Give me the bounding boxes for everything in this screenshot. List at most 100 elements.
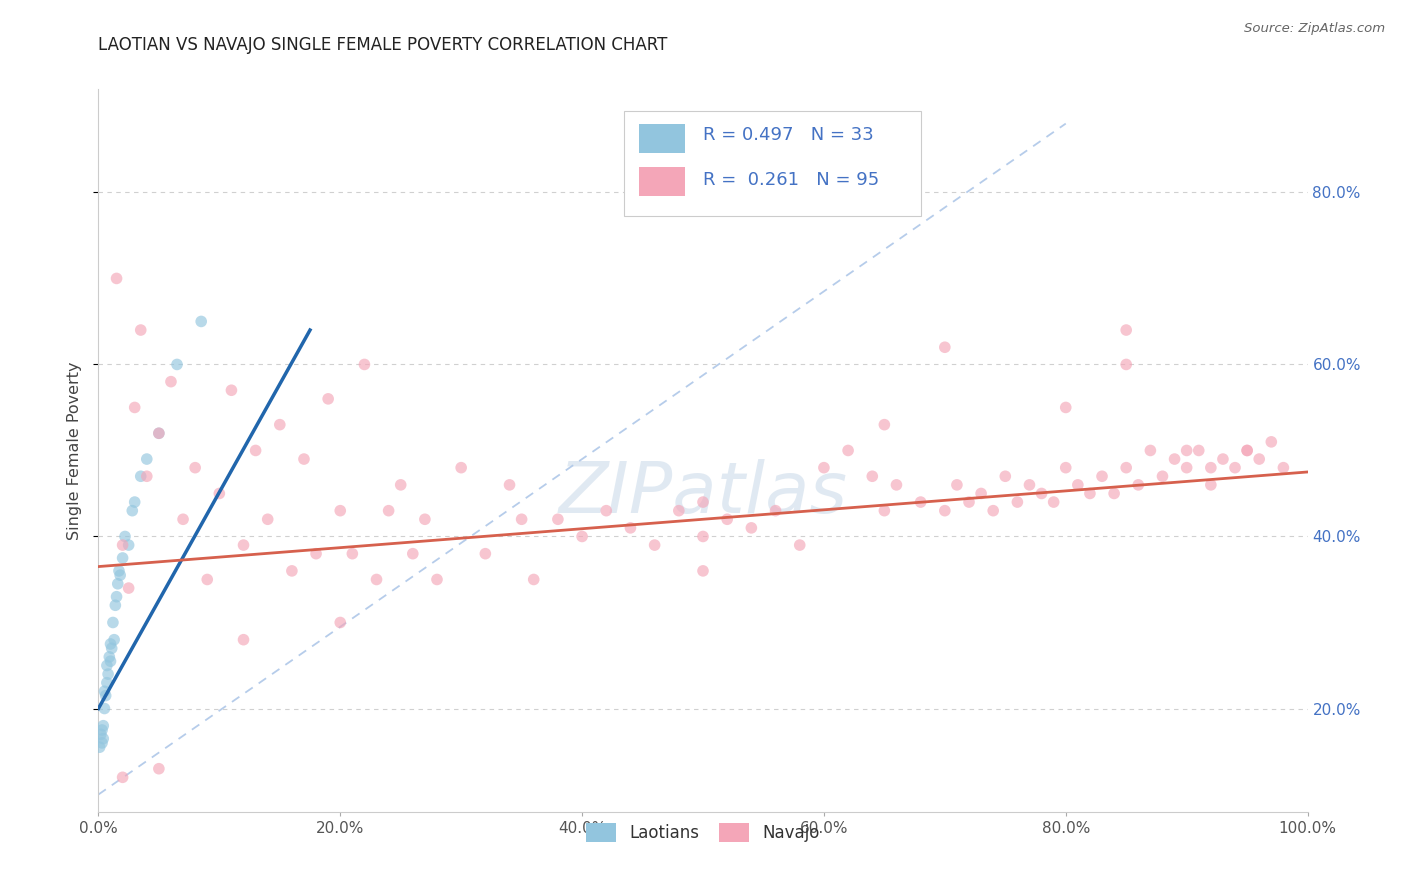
Point bbox=[89, 740, 111, 755]
Point bbox=[873, 417, 896, 432]
Point bbox=[96, 658, 118, 673]
Point bbox=[256, 512, 278, 526]
Point bbox=[377, 503, 399, 517]
Point bbox=[166, 358, 188, 372]
Point bbox=[765, 503, 787, 517]
Point bbox=[1175, 443, 1198, 458]
FancyBboxPatch shape bbox=[624, 111, 921, 216]
Point bbox=[148, 762, 170, 776]
Point bbox=[148, 426, 170, 441]
Point bbox=[1260, 434, 1282, 449]
Point bbox=[668, 503, 690, 517]
Point bbox=[135, 452, 157, 467]
Point bbox=[98, 649, 121, 664]
Point bbox=[148, 426, 170, 441]
Point bbox=[91, 736, 114, 750]
Text: ZIPatlas: ZIPatlas bbox=[558, 459, 848, 528]
Point bbox=[1091, 469, 1114, 483]
Point bbox=[1199, 478, 1222, 492]
Point bbox=[389, 478, 412, 492]
Point bbox=[547, 512, 569, 526]
Point bbox=[281, 564, 304, 578]
Point bbox=[111, 551, 134, 566]
Point bbox=[121, 503, 143, 517]
Point bbox=[105, 590, 128, 604]
Point bbox=[1054, 401, 1077, 415]
Point bbox=[1272, 460, 1295, 475]
Point bbox=[94, 689, 117, 703]
Point bbox=[329, 615, 352, 630]
Point bbox=[740, 521, 762, 535]
Text: LAOTIAN VS NAVAJO SINGLE FEMALE POVERTY CORRELATION CHART: LAOTIAN VS NAVAJO SINGLE FEMALE POVERTY … bbox=[98, 36, 668, 54]
Point bbox=[111, 538, 134, 552]
Legend: Laotians, Navajo: Laotians, Navajo bbox=[578, 814, 828, 850]
Point bbox=[1115, 323, 1137, 337]
Point bbox=[1212, 452, 1234, 467]
Point bbox=[245, 443, 267, 458]
Point bbox=[90, 727, 112, 741]
Point bbox=[994, 469, 1017, 483]
Point bbox=[124, 401, 146, 415]
Point bbox=[107, 576, 129, 591]
Point bbox=[292, 452, 315, 467]
Point bbox=[523, 573, 546, 587]
Point bbox=[221, 384, 243, 398]
Point bbox=[789, 538, 811, 552]
Point bbox=[474, 547, 496, 561]
Point bbox=[571, 529, 593, 543]
Point bbox=[184, 460, 207, 475]
Point bbox=[1115, 358, 1137, 372]
Point bbox=[1236, 443, 1258, 458]
Point bbox=[837, 443, 859, 458]
Point bbox=[366, 573, 388, 587]
FancyBboxPatch shape bbox=[638, 167, 685, 196]
Point bbox=[1054, 460, 1077, 475]
Point bbox=[195, 573, 218, 587]
Point bbox=[946, 478, 969, 492]
Point bbox=[135, 469, 157, 483]
Text: R = 0.497   N = 33: R = 0.497 N = 33 bbox=[703, 127, 873, 145]
Point bbox=[1152, 469, 1174, 483]
Point bbox=[619, 521, 641, 535]
Point bbox=[1175, 460, 1198, 475]
Point bbox=[1115, 460, 1137, 475]
Point bbox=[91, 731, 114, 746]
Text: R =  0.261   N = 95: R = 0.261 N = 95 bbox=[703, 170, 879, 188]
Point bbox=[1018, 478, 1040, 492]
Point bbox=[118, 538, 141, 552]
Point bbox=[305, 547, 328, 561]
Point bbox=[114, 529, 136, 543]
Point bbox=[101, 615, 124, 630]
Point bbox=[934, 340, 956, 354]
Point bbox=[450, 460, 472, 475]
Point bbox=[232, 632, 254, 647]
Point bbox=[413, 512, 436, 526]
Point bbox=[232, 538, 254, 552]
Point bbox=[426, 573, 449, 587]
Point bbox=[129, 469, 152, 483]
Point bbox=[190, 314, 212, 328]
Point bbox=[957, 495, 980, 509]
Point bbox=[510, 512, 533, 526]
Point bbox=[981, 503, 1004, 517]
Point bbox=[160, 375, 183, 389]
FancyBboxPatch shape bbox=[638, 124, 685, 153]
Point bbox=[96, 675, 118, 690]
Point bbox=[108, 564, 131, 578]
Point bbox=[111, 770, 134, 784]
Point bbox=[118, 581, 141, 595]
Point bbox=[886, 478, 908, 492]
Point bbox=[1223, 460, 1246, 475]
Point bbox=[873, 503, 896, 517]
Point bbox=[1199, 460, 1222, 475]
Point bbox=[692, 529, 714, 543]
Point bbox=[100, 654, 122, 668]
Point bbox=[1163, 452, 1185, 467]
Point bbox=[108, 568, 131, 582]
Point bbox=[342, 547, 364, 561]
Point bbox=[91, 719, 114, 733]
Point bbox=[1128, 478, 1150, 492]
Point bbox=[93, 701, 115, 715]
Point bbox=[100, 641, 122, 656]
Point bbox=[103, 632, 125, 647]
